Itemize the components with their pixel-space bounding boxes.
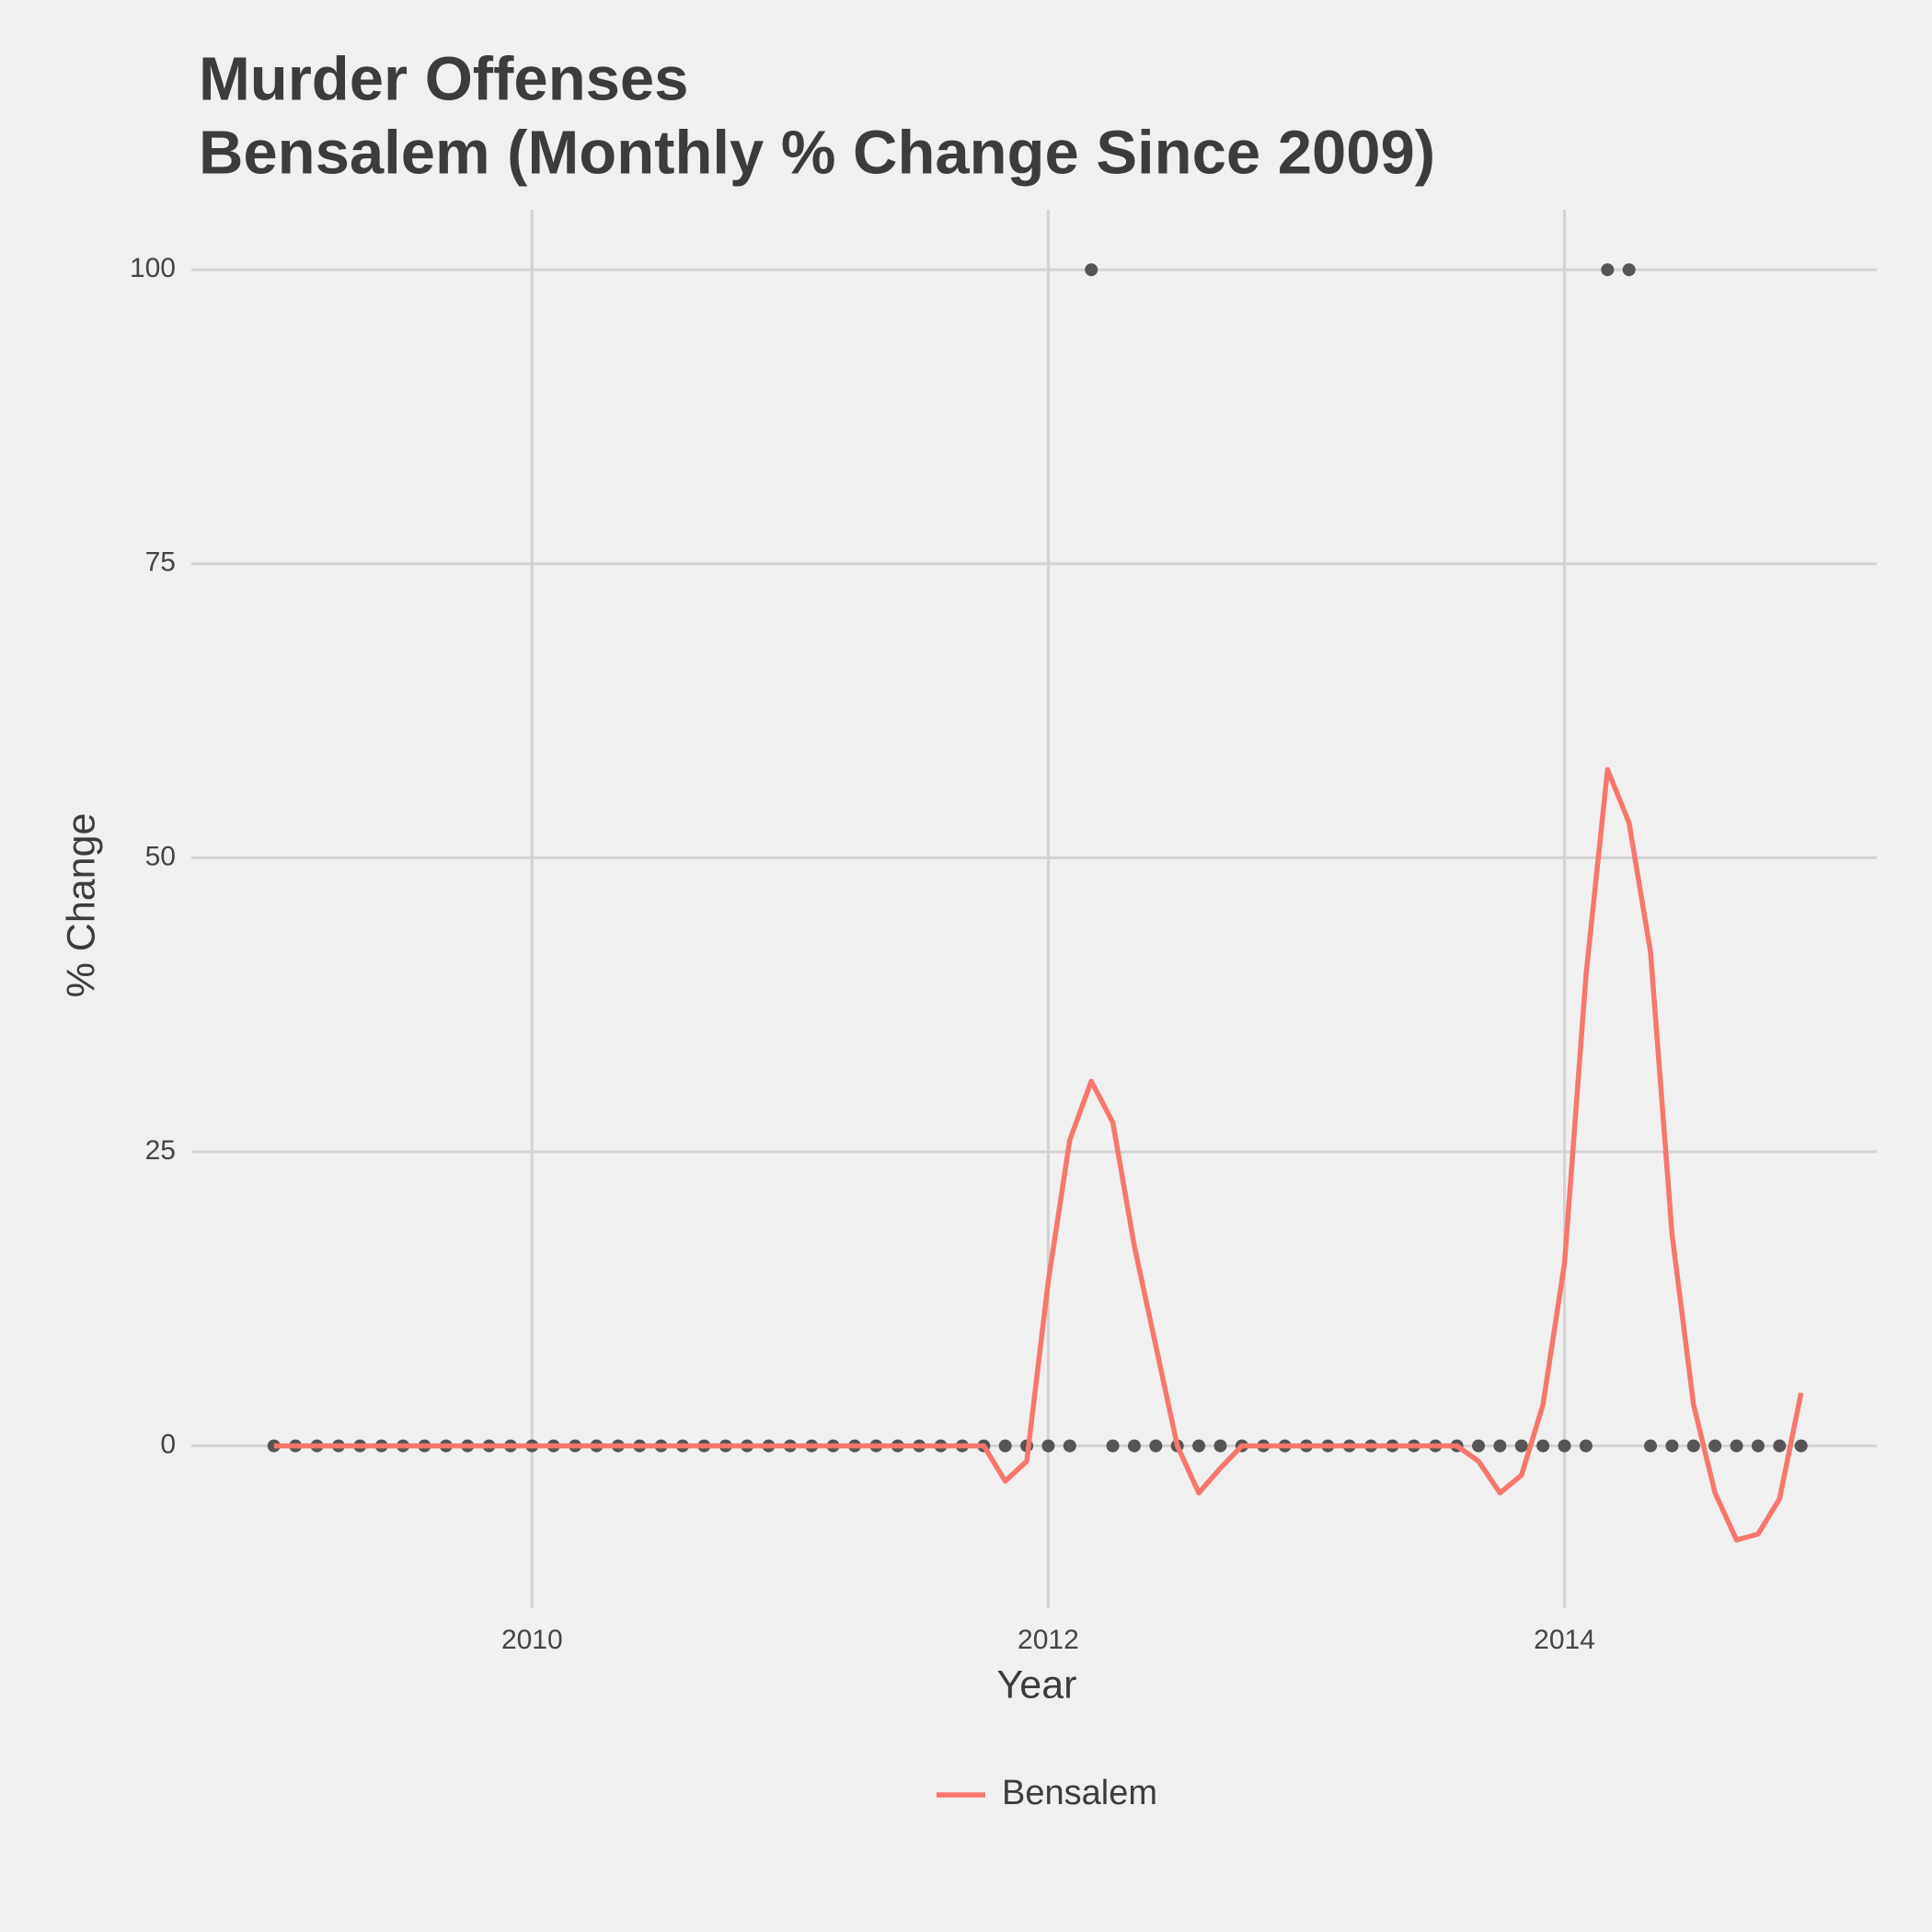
series-line (273, 766, 1804, 1543)
point (1794, 1439, 1808, 1453)
plot (267, 263, 1808, 1543)
point (1708, 1439, 1722, 1453)
y-axis-title: % Change (59, 813, 103, 998)
point (1622, 263, 1636, 277)
point (1192, 1439, 1206, 1453)
point (1558, 1439, 1571, 1453)
x-tick-label: 2014 (1534, 1625, 1595, 1655)
point (1106, 1439, 1120, 1453)
point (1536, 1439, 1550, 1453)
point (1472, 1439, 1486, 1453)
legend-label: Bensalem (1002, 1774, 1157, 1812)
point (1213, 1439, 1227, 1453)
y-tick-label: 50 (145, 841, 176, 871)
x-tick-label: 2012 (1018, 1625, 1079, 1655)
x-axis-title: Year (997, 1662, 1077, 1707)
point (1514, 1439, 1528, 1453)
point (1686, 1439, 1700, 1453)
x-tick-label: 2010 (501, 1625, 563, 1655)
y-tick-label: 100 (130, 253, 176, 283)
chart-subtitle: Bensalem (Monthly % Change Since 2009) (199, 119, 1435, 188)
point (1579, 1439, 1593, 1453)
point (1085, 263, 1098, 277)
y-tick-label: 0 (160, 1430, 176, 1460)
chart-title: Murder Offenses (199, 45, 688, 114)
point (267, 1439, 281, 1453)
point (1601, 263, 1615, 277)
point (1041, 1439, 1055, 1453)
point (1730, 1439, 1743, 1453)
point (1127, 1439, 1141, 1453)
grid (191, 210, 1877, 1608)
point (1493, 1439, 1507, 1453)
point (1773, 1439, 1787, 1453)
point (1063, 1439, 1076, 1453)
point (1665, 1439, 1679, 1453)
y-tick-label: 75 (145, 547, 176, 578)
point (1644, 1439, 1658, 1453)
y-tick-label: 25 (145, 1135, 176, 1166)
point (998, 1439, 1012, 1453)
point (1149, 1439, 1163, 1453)
point (1751, 1439, 1765, 1453)
